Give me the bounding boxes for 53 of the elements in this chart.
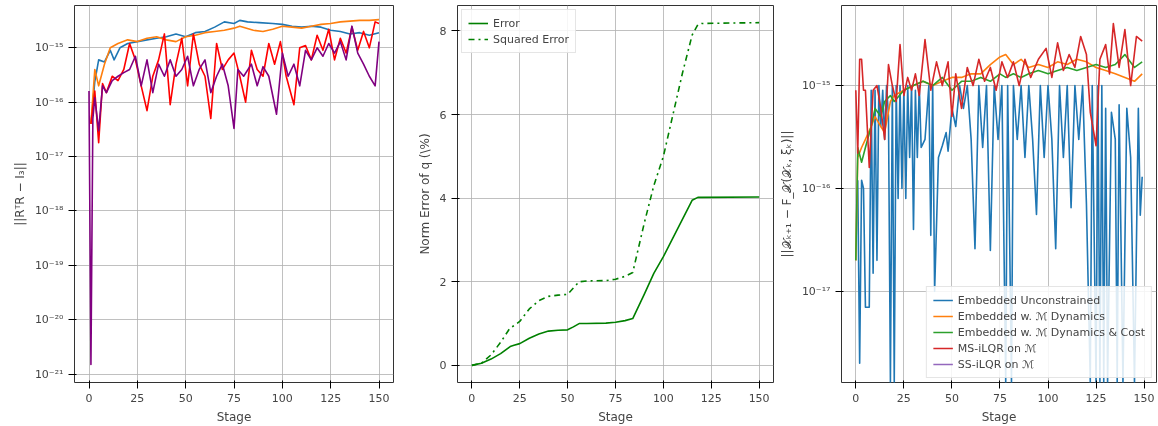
legend-label: SS-iLQR on ℳ <box>957 357 1034 371</box>
legend-label: Error <box>493 16 520 30</box>
line-series <box>855 22 1143 169</box>
x-tick-label: 100 <box>652 391 674 405</box>
y-axis-title: ||RᵀR − I₃|| <box>12 162 27 226</box>
y-tick-label: 4 <box>439 192 447 206</box>
line-series <box>90 21 380 144</box>
legend-label: Embedded Unconstrained <box>957 293 1101 307</box>
x-tick-label: 125 <box>1085 391 1107 405</box>
legend-label: MS-iLQR on ℳ <box>957 341 1037 355</box>
x-tick-label: 50 <box>178 391 193 405</box>
legend-label: Embedded w. ℳ Dynamics <box>957 309 1105 323</box>
y-tick-label: 8 <box>439 25 447 38</box>
x-tick-label: 100 <box>271 391 293 405</box>
x-tick-label: 125 <box>320 391 342 405</box>
x-tick-label: 25 <box>896 391 911 405</box>
x-tick-label: 0 <box>852 391 860 405</box>
y-axis-title: Norm Error of q (\%) <box>417 133 432 255</box>
y-tick-label: 2 <box>439 275 447 289</box>
x-axis-title: Stage <box>216 409 252 424</box>
x-tick-label: 0 <box>468 391 476 405</box>
x-tick-label: 150 <box>1133 391 1155 405</box>
x-tick-label: 25 <box>512 391 527 405</box>
y-tick-label: 0 <box>439 359 447 373</box>
legend-label: Squared Error <box>493 32 570 46</box>
legend-label: Embedded w. ℳ Dynamics & Cost <box>957 325 1145 339</box>
x-tick-label: 125 <box>700 391 722 405</box>
x-tick-label: 150 <box>748 391 770 405</box>
y-tick-label: 10⁻¹⁶ <box>34 95 65 109</box>
y-tick-label: 10⁻¹⁷ <box>801 284 831 298</box>
x-tick-label: 100 <box>1037 391 1059 405</box>
x-tick-label: 50 <box>560 391 575 405</box>
y-tick-label: 10⁻¹⁶ <box>801 181 832 195</box>
y-tick-label: 10⁻¹⁹ <box>34 258 64 272</box>
x-tick-label: 50 <box>944 391 959 405</box>
line-series <box>88 25 380 366</box>
x-tick-label: 25 <box>130 391 145 405</box>
x-axis-title: Stage <box>981 409 1017 424</box>
y-tick-label: 10⁻²¹ <box>34 367 64 381</box>
y-tick-label: 10⁻¹⁸ <box>34 204 65 218</box>
y-tick-label: 6 <box>439 108 447 122</box>
x-axis-title: Stage <box>598 409 633 424</box>
line-series <box>855 53 1143 262</box>
y-tick-label: 10⁻¹⁵ <box>801 79 831 93</box>
y-axis-title: ||𝒳ₖ₊₁ − F_𝒳(𝒳ₖ, ξₖ)|| <box>779 130 794 258</box>
y-tick-label: 10⁻¹⁷ <box>34 150 64 164</box>
y-tick-label: 10⁻²⁰ <box>34 313 65 327</box>
y-tick-label: 10⁻¹⁵ <box>34 41 64 55</box>
x-tick-label: 0 <box>85 391 93 405</box>
x-tick-label: 75 <box>992 391 1007 405</box>
x-tick-label: 150 <box>368 391 390 405</box>
x-tick-label: 75 <box>227 391 241 405</box>
x-tick-label: 75 <box>608 391 623 405</box>
